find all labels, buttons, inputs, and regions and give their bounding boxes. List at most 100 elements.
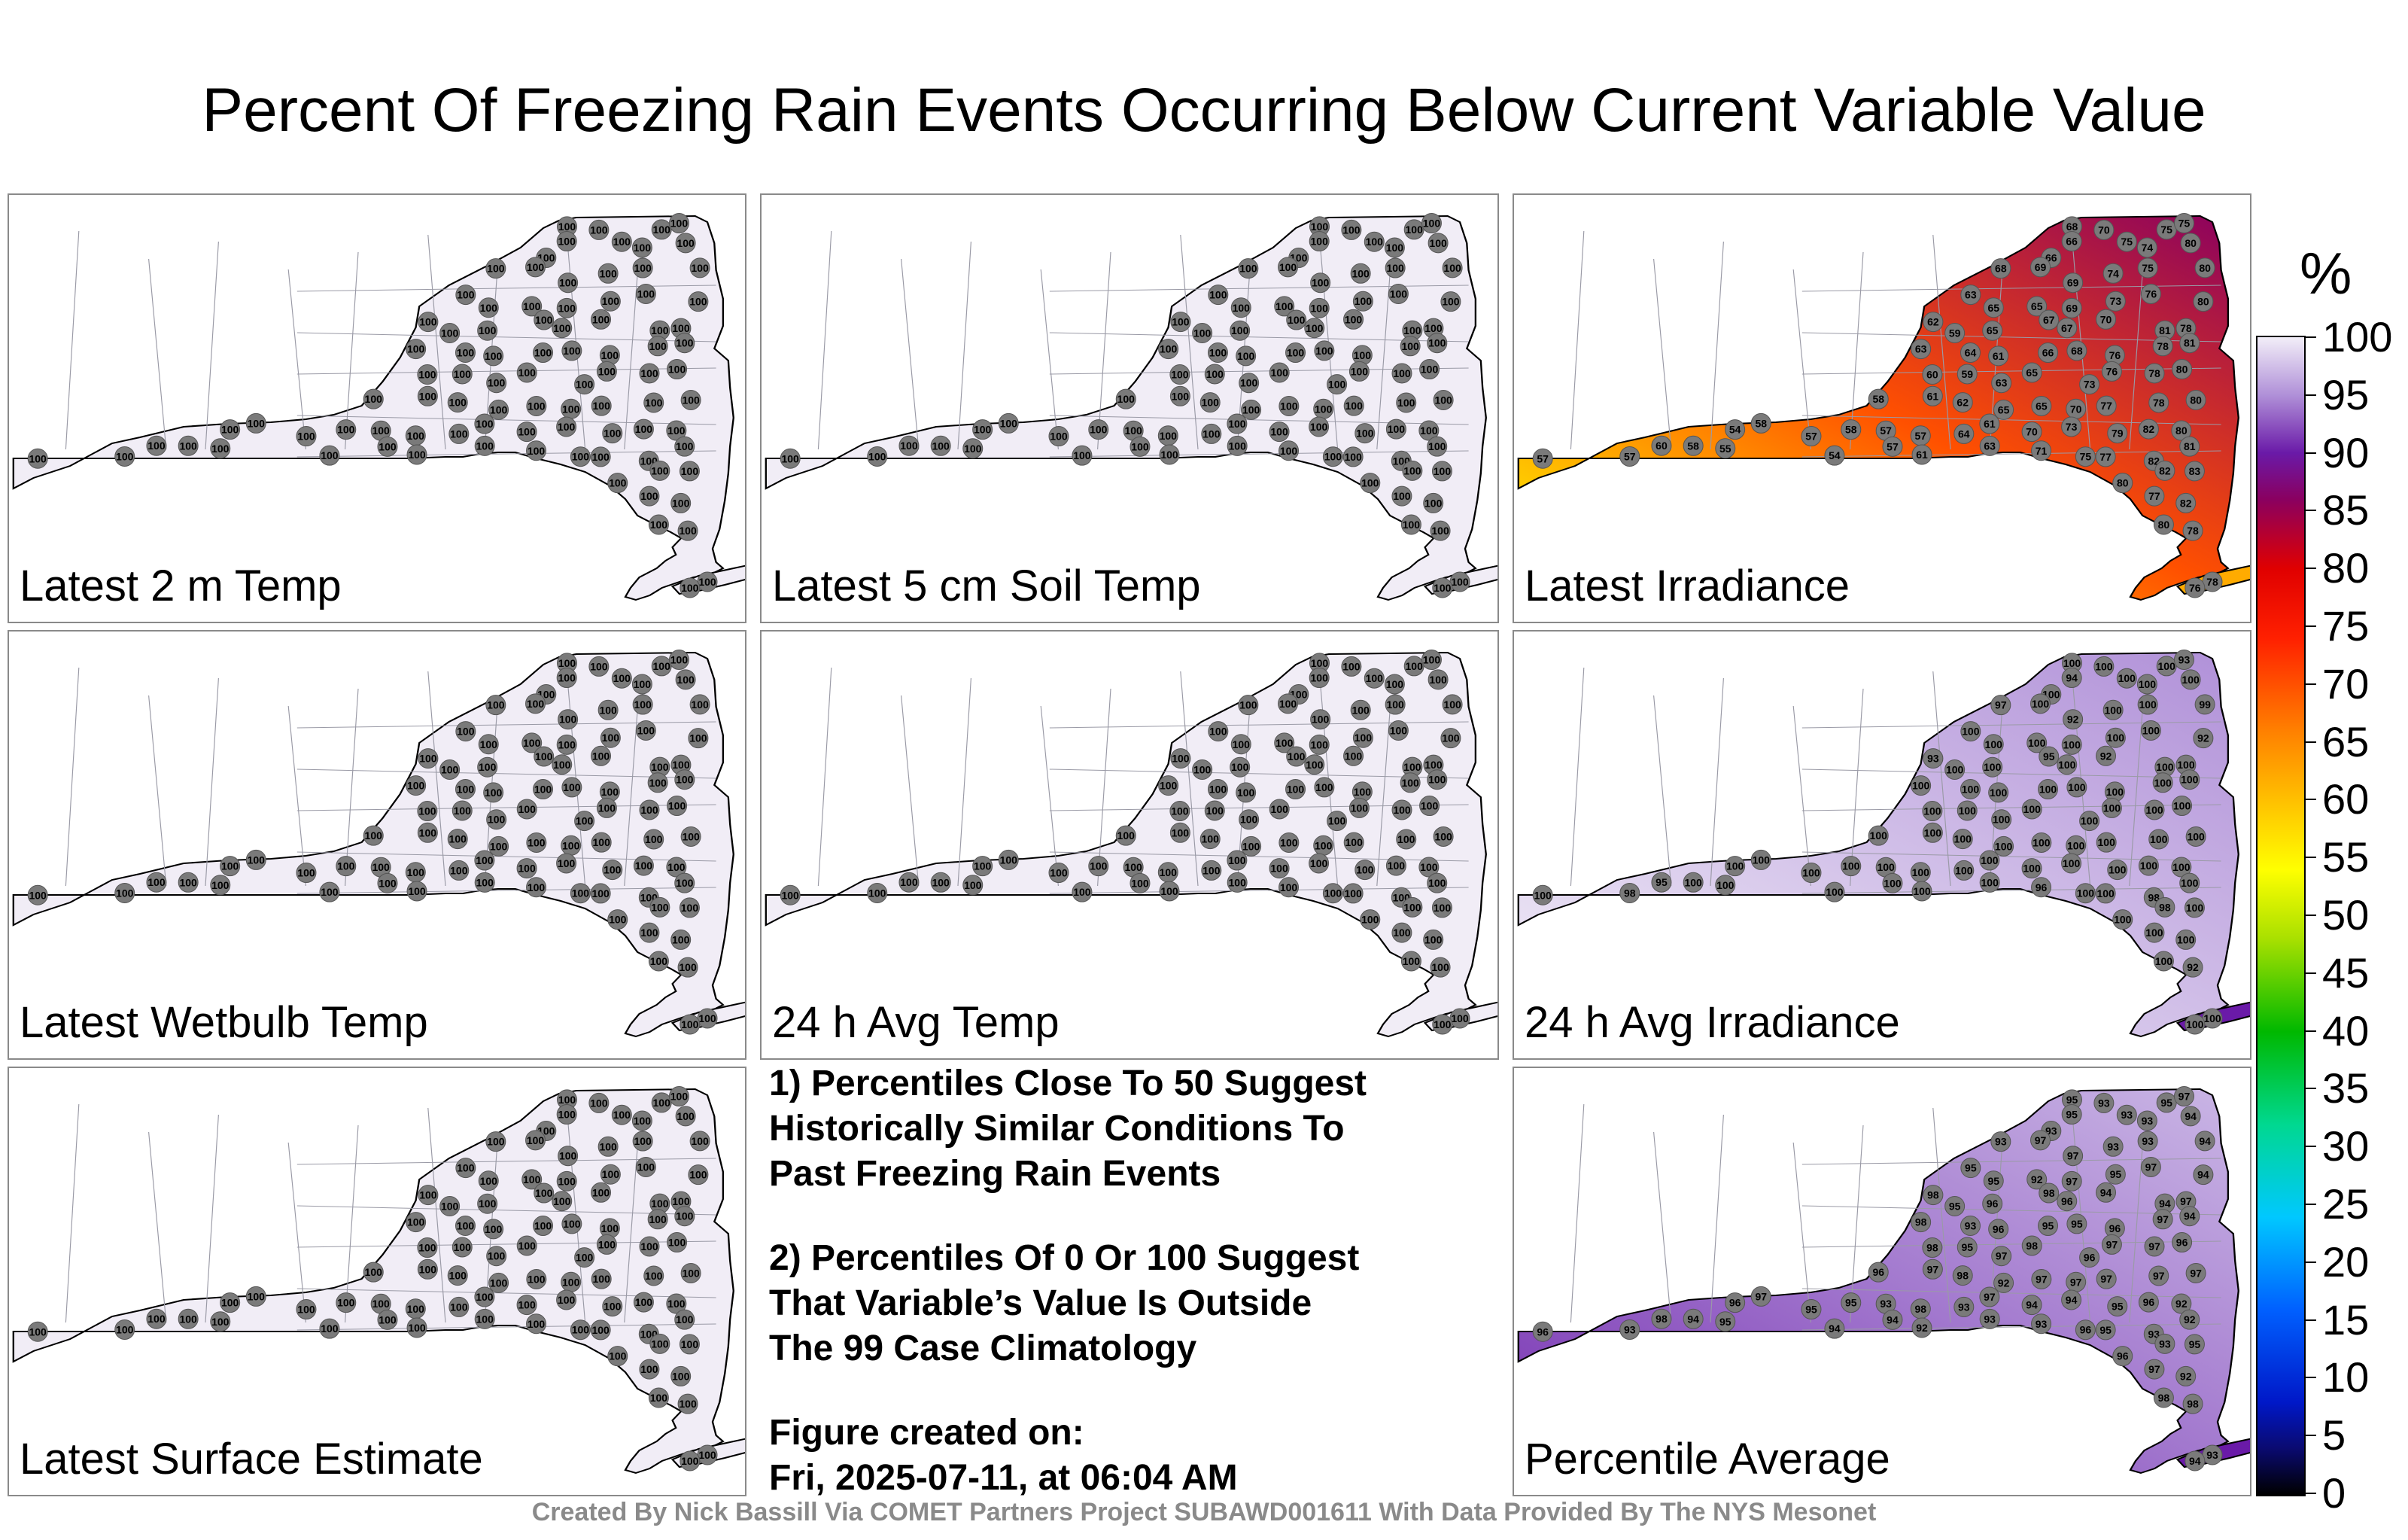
station-marker	[1956, 364, 1978, 385]
station-marker	[2038, 342, 2059, 364]
county-line	[1710, 677, 1724, 887]
station-value: 65	[2031, 300, 2043, 312]
station-value: 63	[1915, 343, 1927, 355]
station-marker	[417, 1237, 438, 1258]
colorbar-tick-label: 5	[2322, 1411, 2346, 1459]
station-value: 100	[488, 377, 506, 389]
station-marker	[1960, 342, 1981, 363]
station-marker	[2185, 1014, 2206, 1035]
station-marker	[2096, 1268, 2117, 1289]
station-value: 100	[321, 449, 339, 461]
station-value: 96	[1872, 1266, 1884, 1278]
station-marker	[668, 650, 689, 671]
map-panel-percentile-average: 95 93 95 97 93 95 93 93 94 93 97 97 93 93 94 95 95 92 97 95…	[1513, 1067, 2251, 1496]
station-value: 100	[1306, 759, 1324, 771]
station-value: 100	[637, 724, 655, 736]
station-marker	[114, 882, 135, 903]
station-marker	[1343, 832, 1364, 853]
station-marker	[486, 1246, 507, 1267]
station-value: 100	[419, 753, 437, 765]
station-value: 100	[1351, 704, 1370, 716]
station-marker	[2194, 694, 2215, 715]
station-marker	[1960, 1215, 1981, 1236]
station-value: 100	[651, 901, 669, 913]
station-value: 76	[2189, 582, 2201, 594]
station-marker	[680, 389, 701, 410]
station-marker	[2021, 1235, 2042, 1256]
station-marker	[447, 1265, 468, 1286]
station-marker	[998, 849, 1019, 870]
station-value: 100	[1955, 864, 1973, 876]
station-value: 100	[1421, 364, 1439, 376]
station-value: 100	[518, 367, 537, 379]
station-marker	[2185, 1262, 2206, 1283]
station-marker	[2079, 811, 2100, 832]
county-line	[1049, 768, 1469, 779]
station-value: 100	[1684, 876, 1702, 888]
colorbar-tick-mark	[2304, 1088, 2316, 1090]
station-value: 58	[1845, 424, 1857, 436]
station-value: 100	[1229, 876, 1247, 888]
station-marker	[972, 419, 993, 440]
station-marker	[552, 318, 573, 339]
station-marker	[2112, 473, 2133, 494]
station-marker	[591, 395, 612, 416]
station-marker	[1309, 668, 1330, 689]
station-value: 95	[1845, 1297, 1857, 1309]
station-value: 100	[1311, 236, 1329, 248]
station-marker	[1269, 858, 1290, 879]
station-value: 100	[518, 1299, 536, 1311]
station-marker	[455, 1158, 476, 1179]
station-marker	[1278, 877, 1300, 898]
station-marker	[689, 257, 710, 278]
station-marker	[588, 656, 610, 677]
station-value: 100	[1913, 885, 1931, 897]
station-value: 65	[1987, 324, 1999, 336]
station-marker	[1400, 772, 1421, 793]
station-marker	[377, 872, 398, 893]
station-value: 100	[441, 764, 459, 776]
station-value: 100	[1344, 887, 1362, 899]
station-value: 100	[591, 1324, 610, 1336]
station-value: 100	[2177, 933, 2195, 945]
county-line	[1792, 705, 1811, 887]
station-marker	[1343, 395, 1364, 416]
station-value: 100	[1390, 724, 1408, 736]
station-value: 100	[681, 1018, 699, 1030]
station-value: 93	[2107, 1140, 2119, 1152]
county-line	[817, 230, 832, 450]
station-marker	[600, 1164, 621, 1185]
county-line	[1801, 1205, 2221, 1216]
station-value: 96	[2036, 881, 2048, 893]
station-marker	[2061, 734, 2082, 755]
station-value: 100	[297, 431, 315, 443]
station-value: 100	[1311, 738, 1329, 750]
station-value: 100	[2150, 833, 2168, 845]
station-value: 100	[1228, 854, 1246, 866]
station-value: 100	[593, 836, 611, 848]
station-marker	[632, 257, 653, 278]
map-panel-latest-2m-temp: 100 100 100 100 100 100 100 100 100 100 100 100 100 1…	[8, 193, 746, 623]
station-marker	[2096, 832, 2117, 853]
station-marker	[2105, 291, 2126, 312]
station-marker	[1388, 283, 1409, 304]
colorbar-tick-mark	[2304, 1030, 2316, 1032]
station-value: 100	[2063, 738, 2081, 750]
station-marker	[670, 1365, 692, 1386]
station-marker	[1923, 1185, 1944, 1206]
station-marker	[2136, 1110, 2157, 1131]
station-value: 98	[2187, 1398, 2199, 1410]
station-marker	[670, 929, 692, 950]
county-line	[957, 677, 971, 887]
station-value: 100	[682, 1267, 700, 1279]
station-value: 100	[1242, 403, 1260, 415]
station-value: 100	[650, 955, 668, 967]
station-marker	[2101, 1234, 2122, 1255]
station-marker	[114, 1319, 135, 1340]
station-value: 60	[1926, 369, 1938, 381]
station-value: 100	[653, 660, 671, 672]
station-value: 100	[1287, 784, 1305, 796]
station-marker	[1988, 1219, 2009, 1240]
station-value: 100	[1345, 750, 1363, 762]
